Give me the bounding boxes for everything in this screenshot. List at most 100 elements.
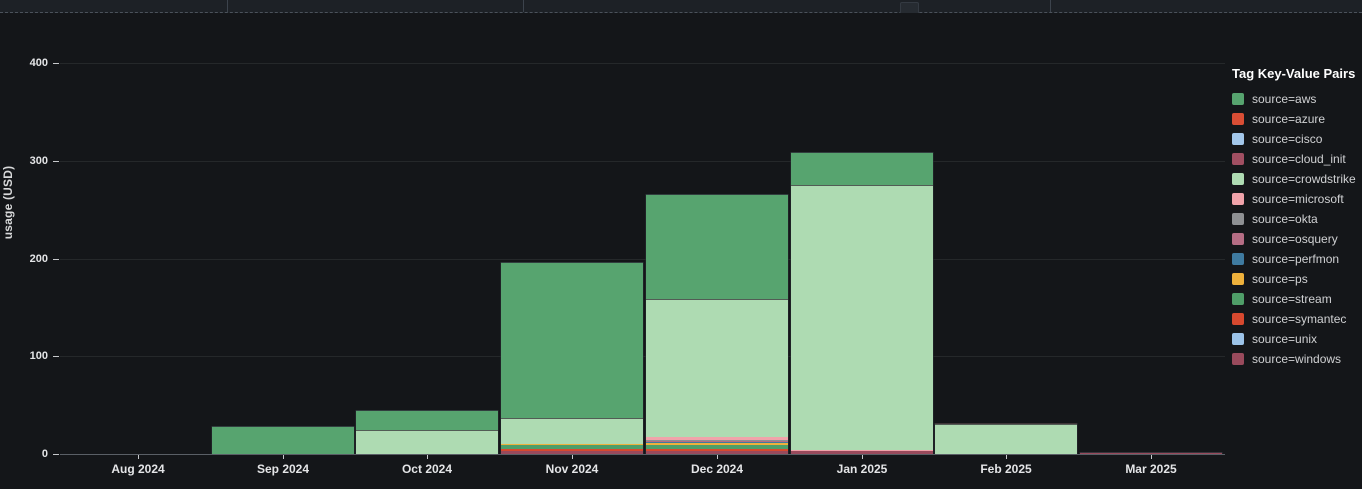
legend-swatch [1232,353,1244,365]
bar-segment-perfmon[interactable] [646,442,788,443]
bar-nov-2024[interactable] [500,262,644,454]
legend-label: source=stream [1252,292,1332,306]
bar-segment-osquery[interactable] [646,441,788,442]
strip-tab-fragment [900,2,919,13]
y-tick-mark [53,259,59,260]
legend-item-cisco[interactable]: source=cisco [1232,129,1360,149]
bar-segment-microsoft[interactable] [646,437,788,440]
y-tick-mark [53,63,59,64]
bar-segment-aws[interactable] [646,194,788,299]
x-tick-mark [1151,455,1152,459]
bar-segment-aws[interactable] [356,410,498,430]
legend-swatch [1232,193,1244,205]
strip-separator [1050,0,1051,12]
y-tick-label: 200 [29,253,48,265]
x-tick-mark [717,455,718,459]
legend-swatch [1232,273,1244,285]
gridline [60,161,1225,162]
bar-jan-2025[interactable] [790,152,934,454]
x-tick-mark [1006,455,1007,459]
x-tick-mark [572,455,573,459]
bar-segment-azure[interactable] [935,423,1077,424]
bar-segment-okta[interactable] [646,440,788,441]
legend-swatch [1232,133,1244,145]
x-tick-mark [427,455,428,459]
legend-label: source=osquery [1252,232,1338,246]
legend-label: source=symantec [1252,312,1347,326]
gridline [60,63,1225,64]
legend-swatch [1232,313,1244,325]
legend-label: source=crowdstrike [1252,172,1356,186]
x-tick-mark [283,455,284,459]
legend-item-unix[interactable]: source=unix [1232,329,1360,349]
bar-segment-windows[interactable] [1080,452,1222,454]
bar-sep-2024[interactable] [211,426,355,454]
bar-segment-stream[interactable] [501,445,643,449]
legend-item-windows[interactable]: source=windows [1232,349,1360,369]
strip-separator [523,0,524,12]
legend-item-azure[interactable]: source=azure [1232,109,1360,129]
legend-item-stream[interactable]: source=stream [1232,289,1360,309]
legend-item-perfmon[interactable]: source=perfmon [1232,249,1360,269]
legend-item-crowdstrike[interactable]: source=crowdstrike [1232,169,1360,189]
legend-label: source=azure [1252,112,1326,126]
bar-segment-ps[interactable] [646,443,788,445]
bar-segment-windows[interactable] [791,451,933,454]
legend-items: source=aws source=azure source=cisco source… [1232,89,1360,369]
legend-swatch [1232,293,1244,305]
bar-segment-ps[interactable] [501,444,643,445]
bar-segment-microsoft[interactable] [791,450,933,451]
legend-swatch [1232,253,1244,265]
legend-swatch [1232,233,1244,245]
legend-item-osquery[interactable]: source=osquery [1232,229,1360,249]
bar-oct-2024[interactable] [355,410,499,454]
y-tick-mark [53,356,59,357]
bar-segment-stream[interactable] [646,445,788,449]
bar-dec-2024[interactable] [645,194,789,454]
legend-item-cloud_init[interactable]: source=cloud_init [1232,149,1360,169]
bar-segment-aws[interactable] [791,152,933,185]
bar-segment-crowdstrike[interactable] [356,430,498,454]
y-tick-mark [53,161,59,162]
x-tick-label: Mar 2025 [1125,462,1177,476]
bar-segment-crowdstrike[interactable] [935,424,1077,454]
legend-label: source=aws [1252,92,1317,106]
legend: Tag Key-Value Pairs source=aws source=azu… [1232,66,1360,369]
bar-segment-symantec[interactable] [501,449,643,451]
bar-feb-2025[interactable] [934,423,1078,454]
legend-title: Tag Key-Value Pairs [1232,66,1356,81]
bar-segment-crowdstrike[interactable] [791,185,933,450]
legend-swatch [1232,113,1244,125]
bar-segment-aws[interactable] [212,426,354,454]
bar-mar-2025[interactable] [1079,452,1223,454]
legend-label: source=cloud_init [1252,152,1346,166]
y-axis-title: usage (USD) [1,165,15,240]
legend-label: source=perfmon [1252,252,1340,266]
legend-label: source=ps [1252,272,1308,286]
legend-item-ps[interactable]: source=ps [1232,269,1360,289]
top-window-strip [0,0,1362,13]
y-tick-label: 400 [29,57,48,69]
legend-item-microsoft[interactable]: source=microsoft [1232,189,1360,209]
bar-segment-windows[interactable] [501,451,643,454]
legend-swatch [1232,153,1244,165]
legend-item-aws[interactable]: source=aws [1232,89,1360,109]
bar-segment-crowdstrike[interactable] [501,418,643,444]
legend-item-okta[interactable]: source=okta [1232,209,1360,229]
bar-segment-windows[interactable] [646,451,788,454]
legend-label: source=microsoft [1252,192,1344,206]
x-tick-label: Nov 2024 [545,462,599,476]
legend-swatch [1232,333,1244,345]
bar-segment-aws[interactable] [501,262,643,418]
legend-label: source=windows [1252,352,1342,366]
gridline [60,259,1225,260]
x-tick-label: Aug 2024 [111,462,165,476]
x-tick-mark [862,455,863,459]
bar-segment-symantec[interactable] [646,449,788,451]
bar-segment-crowdstrike[interactable] [646,299,788,437]
legend-item-symantec[interactable]: source=symantec [1232,309,1360,329]
y-tick-mark [53,454,59,455]
y-tick-label: 300 [29,155,48,167]
x-tick-label: Oct 2024 [401,462,453,476]
usage-chart-panel: usage (USD) 0 100 200 300 400 Aug 2024 Sep 20… [0,14,1362,489]
